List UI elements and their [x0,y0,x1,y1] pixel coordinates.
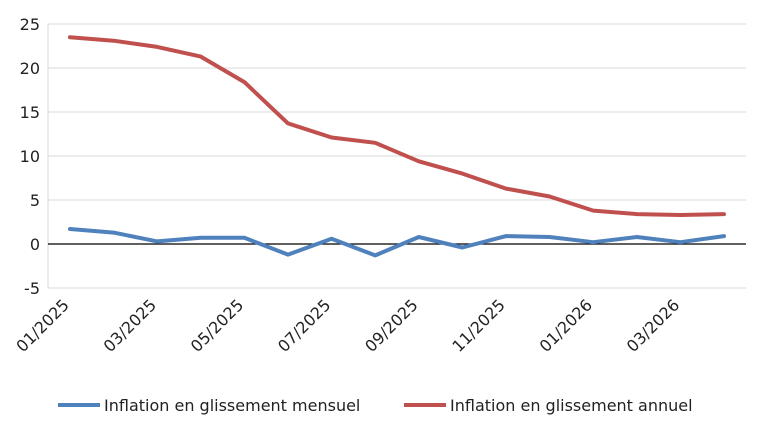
y-tick-label: 20 [20,59,40,78]
legend: Inflation en glissement mensuel Inflatio… [58,396,693,415]
legend-label-mensuel: Inflation en glissement mensuel [104,396,360,415]
grid-lines [47,23,746,289]
series-line-mensuel [68,227,726,258]
x-tick-label: 01/2026 [536,295,596,355]
y-axis: -5 0 5 10 15 20 25 [20,15,40,298]
x-tick-label: 07/2025 [274,295,334,355]
y-tick-label: 10 [20,147,40,166]
x-tick-label: 09/2025 [361,295,421,355]
series-line-annuel [68,35,726,217]
series-lines [68,35,726,258]
y-tick-label: 15 [20,103,40,122]
y-tick-label: 5 [30,191,40,210]
x-axis: 01/2025 03/2025 05/2025 07/2025 09/2025 11/20… [12,295,683,355]
x-tick-label: 11/2025 [448,295,508,355]
legend-label-annuel: Inflation en glissement annuel [450,396,693,415]
y-tick-label: -5 [24,279,40,298]
x-tick-label: 03/2025 [100,295,160,355]
x-tick-label: 05/2025 [187,295,247,355]
y-tick-label: 25 [20,15,40,34]
y-tick-label: 0 [30,235,40,254]
x-tick-label: 01/2025 [12,295,72,355]
x-tick-label: 03/2026 [623,295,683,355]
